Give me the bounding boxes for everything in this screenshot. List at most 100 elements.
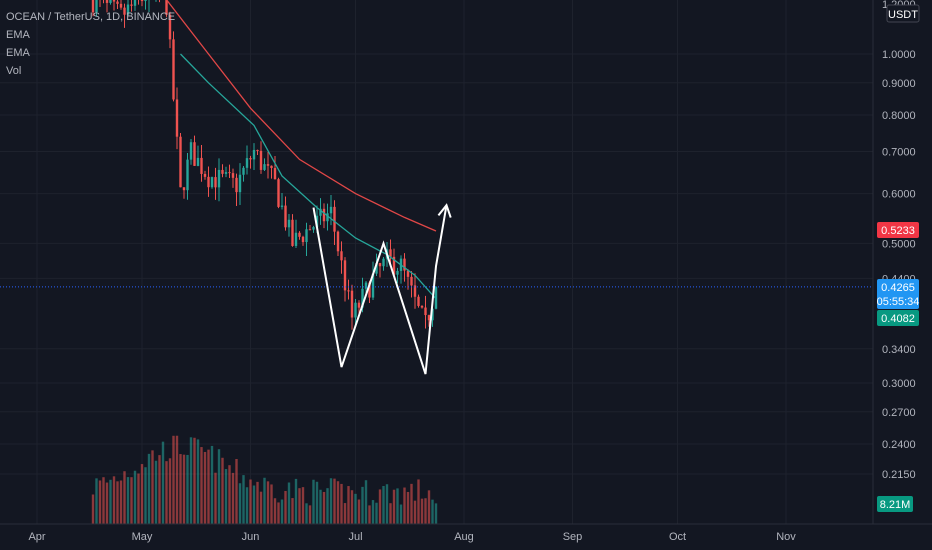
price-tick-label: 0.5000 <box>882 238 916 250</box>
arrow-head[interactable] <box>437 203 452 218</box>
volume-bar <box>224 469 228 524</box>
symbol-title[interactable]: OCEAN / TetherUS, 1D, BINANCE <box>6 11 176 23</box>
candle-body <box>245 158 249 168</box>
candle-body <box>91 0 95 13</box>
volume-bar <box>319 489 322 524</box>
candle-body <box>312 227 315 230</box>
volume-bar <box>294 478 298 524</box>
volume-bar <box>287 482 291 524</box>
ema-slow-badge <box>877 222 919 238</box>
candle-body <box>126 4 130 15</box>
volume-bar <box>172 435 175 524</box>
volume-bar <box>245 487 249 524</box>
ema-fast-line <box>180 53 437 300</box>
candle-body <box>252 149 256 160</box>
price-tick-label: 1.0000 <box>882 49 916 61</box>
candle-body <box>273 168 277 180</box>
volume-bar <box>109 479 112 524</box>
volume-bar <box>336 481 340 524</box>
volume-bar <box>347 486 350 524</box>
price-tick-label: 0.2400 <box>882 439 916 451</box>
volume-bar <box>112 476 116 524</box>
volume-bar <box>385 484 389 524</box>
volume-bar <box>259 491 263 524</box>
candle-body <box>420 305 424 308</box>
volume-bar <box>340 483 343 524</box>
candle-body <box>291 219 294 246</box>
legend-volume[interactable]: Vol <box>6 65 22 77</box>
candle-body <box>315 215 319 228</box>
volume-bar <box>354 493 357 524</box>
w-pattern-drawing[interactable] <box>312 203 452 375</box>
volume-bar <box>147 453 151 524</box>
volume-bar <box>91 494 95 524</box>
candle-body <box>217 169 221 188</box>
candle-body <box>375 263 378 274</box>
time-tick-label: Oct <box>669 531 686 543</box>
last-price-badge <box>877 279 919 309</box>
candle-body <box>256 149 259 151</box>
volume-bar <box>399 504 403 524</box>
volume-bar <box>361 486 364 524</box>
volume-bar <box>133 470 137 524</box>
volume-bar <box>161 441 165 524</box>
candle-body <box>221 169 224 174</box>
candle-body <box>301 236 305 243</box>
candle-body <box>203 173 207 177</box>
volume-bar <box>165 461 168 524</box>
candle-body <box>207 176 210 188</box>
volume-bar <box>312 479 315 524</box>
candle-body <box>109 0 112 3</box>
volume-bar <box>151 450 154 524</box>
ema-slow-line <box>165 0 437 232</box>
legend-ema-1[interactable]: EMA <box>6 29 30 41</box>
volume-bar <box>252 485 256 524</box>
volume-bar <box>371 500 375 524</box>
candle-body <box>361 288 364 308</box>
volume-bar <box>214 472 217 524</box>
legend-ema-2[interactable]: EMA <box>6 47 30 59</box>
candle-body <box>413 285 417 297</box>
volume-bar <box>343 503 347 524</box>
volume-bar <box>179 454 182 524</box>
candle-body <box>277 179 280 207</box>
candle-body <box>231 173 235 178</box>
volume-bar <box>217 449 221 524</box>
candle-body <box>329 206 333 214</box>
time-axis[interactable]: Apr May Jun Jul Aug Sep Oct Nov <box>28 531 796 543</box>
currency-label: USDT <box>888 9 918 21</box>
volume-badge-text: 8.21M <box>880 499 911 511</box>
candle-body <box>238 174 242 193</box>
time-tick-label: Aug <box>454 531 474 543</box>
price-tick-label: 0.2700 <box>882 407 916 419</box>
candle-body <box>200 157 203 174</box>
candle-body <box>326 213 329 222</box>
candle-body <box>214 177 217 188</box>
candle-body <box>130 4 133 6</box>
candle-body <box>431 308 434 321</box>
price-tick-label: 0.8000 <box>882 110 916 122</box>
candles <box>91 0 438 330</box>
candle-body <box>196 157 200 166</box>
candle-body <box>224 172 228 174</box>
candle-body <box>371 273 375 298</box>
candle-body <box>396 270 399 275</box>
candle-body <box>382 258 385 267</box>
volume-bar <box>95 478 98 524</box>
volume-bar <box>298 488 301 524</box>
volume-bar <box>368 505 371 524</box>
candle-body <box>298 232 301 237</box>
candle-body <box>434 286 438 309</box>
candle-body <box>357 302 361 308</box>
volume-bar <box>364 480 368 524</box>
volume-bar <box>175 435 179 524</box>
volume-bar <box>291 498 294 524</box>
candle-body <box>210 177 214 188</box>
ema-fast-badge <box>877 310 919 326</box>
w-pattern-path[interactable] <box>312 205 448 375</box>
volume-bar <box>329 478 333 524</box>
candle-body <box>95 0 98 13</box>
volume-bar <box>326 488 329 524</box>
